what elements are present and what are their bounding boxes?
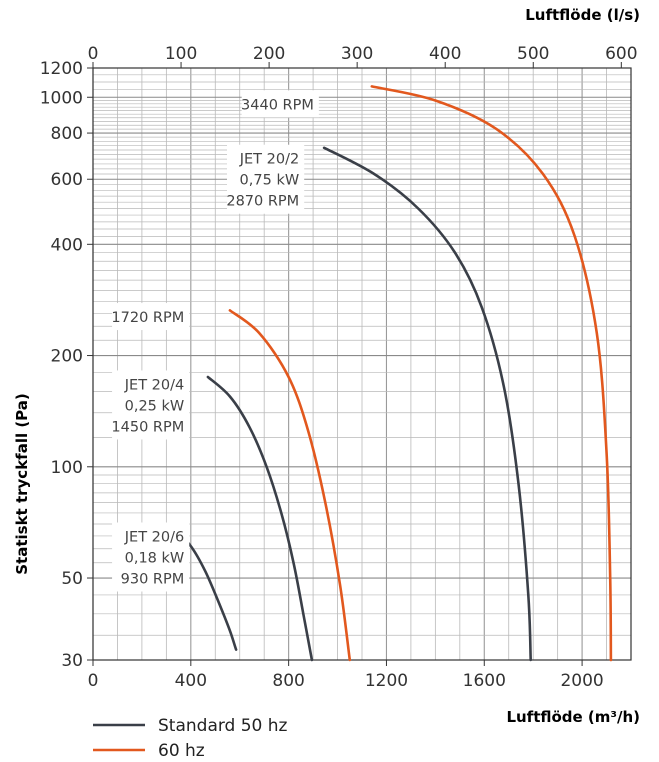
legend-label-standard: Standard 50 hz	[158, 716, 288, 736]
y-tick-label: 30	[61, 651, 83, 671]
annotation-line: 1450 RPM	[111, 419, 184, 435]
x-axis-bottom-title: Luftflöde (m³/h)	[506, 708, 640, 726]
curves	[168, 85, 613, 662]
y-tick-label: 100	[51, 458, 83, 478]
y-tick-label: 800	[51, 124, 83, 144]
x-tick-label: 1600	[463, 671, 506, 691]
curve-annotation: 1720 RPM	[111, 303, 190, 331]
y-tick-label: 1000	[40, 88, 83, 108]
x-top-tick-label: 500	[517, 44, 549, 64]
annotation-line: 930 RPM	[121, 571, 185, 587]
annotation-bg	[241, 90, 319, 118]
curve-annotation: JET 20/6 0,18 kW 930 RPM	[112, 522, 190, 592]
y-tick-label: 50	[61, 569, 83, 589]
curve-hz60-3	[228, 309, 352, 662]
y-axis-title: Statiskt tryckfall (Pa)	[13, 393, 31, 575]
annotations: 3440 RPM JET 20/2 0,75 kW 2870 RPM 1720 RPM J…	[111, 90, 319, 592]
legend: Standard 50 hz 60 hz	[93, 716, 288, 761]
x-tick-label: 2000	[560, 671, 603, 691]
curve-hz60-4	[370, 85, 613, 662]
y-tick-label: 200	[51, 347, 83, 367]
y-tick-label: 600	[51, 170, 83, 190]
annotation-line: JET 20/6	[124, 529, 184, 545]
x-top-tick-label: 300	[341, 44, 373, 64]
tick-labels: 0 400 800 1200 1600 2000 0 100 200 300 400 500 600 30…	[40, 44, 638, 691]
annotation-line: 3440 RPM	[241, 97, 314, 113]
curve-annotation: JET 20/2 0,75 kW 2870 RPM	[226, 144, 305, 214]
annotation-line: 0,18 kW	[125, 550, 185, 566]
x-top-tick-label: 100	[165, 44, 197, 64]
annotation-line: 1720 RPM	[111, 310, 184, 326]
x-axis-top-title: Luftflöde (l/s)	[525, 6, 640, 24]
annotation-line: JET 20/2	[239, 152, 299, 168]
curve-standard-2	[322, 146, 532, 662]
legend-label-hz60: 60 hz	[158, 741, 205, 761]
x-top-tick-label: 200	[253, 44, 285, 64]
x-top-tick-label: 400	[429, 44, 461, 64]
curve-annotation: 3440 RPM	[241, 90, 319, 118]
curve-standard-1	[206, 375, 314, 662]
annotation-line: JET 20/4	[124, 377, 184, 393]
annotation-line: 2870 RPM	[226, 194, 299, 210]
x-tick-label: 0	[88, 671, 99, 691]
y-tick-label: 400	[51, 235, 83, 255]
plot-frame	[92, 67, 632, 661]
annotation-line: 0,25 kW	[125, 398, 185, 414]
x-top-tick-label: 600	[605, 44, 637, 64]
curve-annotation: JET 20/4 0,25 kW 1450 RPM	[111, 370, 190, 440]
annotation-bg	[112, 303, 190, 331]
annotation-bg	[227, 144, 305, 214]
y-tick-label: 1200	[40, 59, 83, 79]
x-tick-label: 800	[272, 671, 304, 691]
x-tick-label: 1200	[365, 671, 408, 691]
x-tick-label: 400	[175, 671, 207, 691]
annotation-bg	[112, 522, 190, 592]
annotation-line: 0,75 kW	[240, 173, 300, 189]
annotation-bg	[112, 370, 190, 440]
x-top-tick-label: 0	[88, 44, 99, 64]
